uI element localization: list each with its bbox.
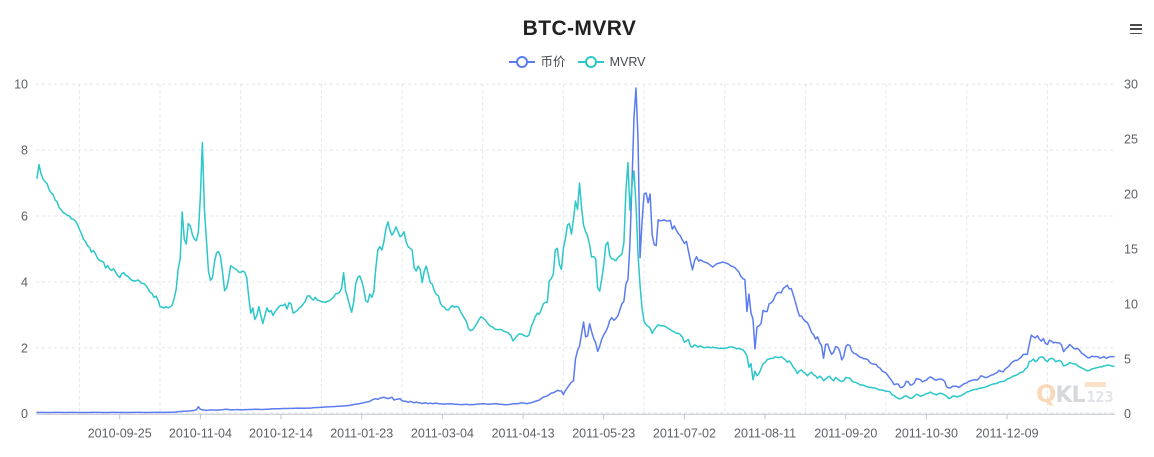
- legend-circle: [584, 55, 597, 68]
- legend-item-mvrv[interactable]: MVRV: [577, 54, 646, 69]
- x-tick-label: 2011-07-02: [653, 427, 716, 441]
- x-tick-label: 2011-12-09: [976, 427, 1039, 441]
- y-right-tick-label: 0: [1124, 407, 1131, 421]
- x-tick-label: 2011-01-23: [330, 427, 393, 441]
- hamburger-menu-icon[interactable]: [1130, 24, 1142, 35]
- page-title: BTC-MVRV: [522, 17, 637, 40]
- y-right-tick-label: 20: [1124, 188, 1138, 202]
- y-left-tick-label: 0: [21, 407, 28, 421]
- legend: 币价 MVRV: [0, 53, 1154, 70]
- y-right-tick-label: 15: [1124, 242, 1138, 256]
- legend-label-price: 币价: [540, 54, 566, 69]
- series-line-mvrv: [36, 141, 1115, 400]
- legend-item-price[interactable]: 币价: [508, 54, 566, 69]
- y-left-tick-label: 2: [21, 341, 28, 355]
- hamburger-bar: [1130, 28, 1142, 31]
- price-line-icon: [508, 55, 535, 68]
- y-right-tick-label: 30: [1124, 78, 1138, 92]
- y-left-tick-label: 8: [21, 144, 28, 158]
- x-tick-label: 2011-03-04: [411, 427, 474, 441]
- y-right-tick-label: 10: [1124, 297, 1138, 311]
- x-tick-label: 2011-04-13: [492, 427, 555, 441]
- hamburger-bar: [1130, 32, 1142, 35]
- hamburger-bar: [1130, 24, 1142, 26]
- y-right-tick-label: 5: [1124, 352, 1131, 366]
- x-tick-label: 2011-09-20: [814, 427, 877, 441]
- y-left-tick-label: 10: [14, 78, 28, 92]
- x-tick-label: 2011-05-23: [572, 427, 635, 441]
- x-tick-label: 2011-10-30: [895, 427, 958, 441]
- y-right-tick-label: 25: [1124, 133, 1138, 147]
- mvrv-line-icon: [577, 55, 604, 68]
- legend-circle: [515, 55, 528, 68]
- y-left-tick-label: 6: [21, 210, 28, 224]
- x-tick-label: 2011-08-11: [734, 427, 796, 441]
- x-tick-label: 2010-11-04: [169, 427, 232, 441]
- x-tick-label: 2010-12-14: [249, 427, 313, 441]
- x-tick-label: 2010-09-25: [88, 427, 152, 441]
- y-left-tick-label: 4: [21, 275, 28, 289]
- series-line-price: [36, 87, 1115, 414]
- legend-label-mvrv: MVRV: [609, 54, 646, 69]
